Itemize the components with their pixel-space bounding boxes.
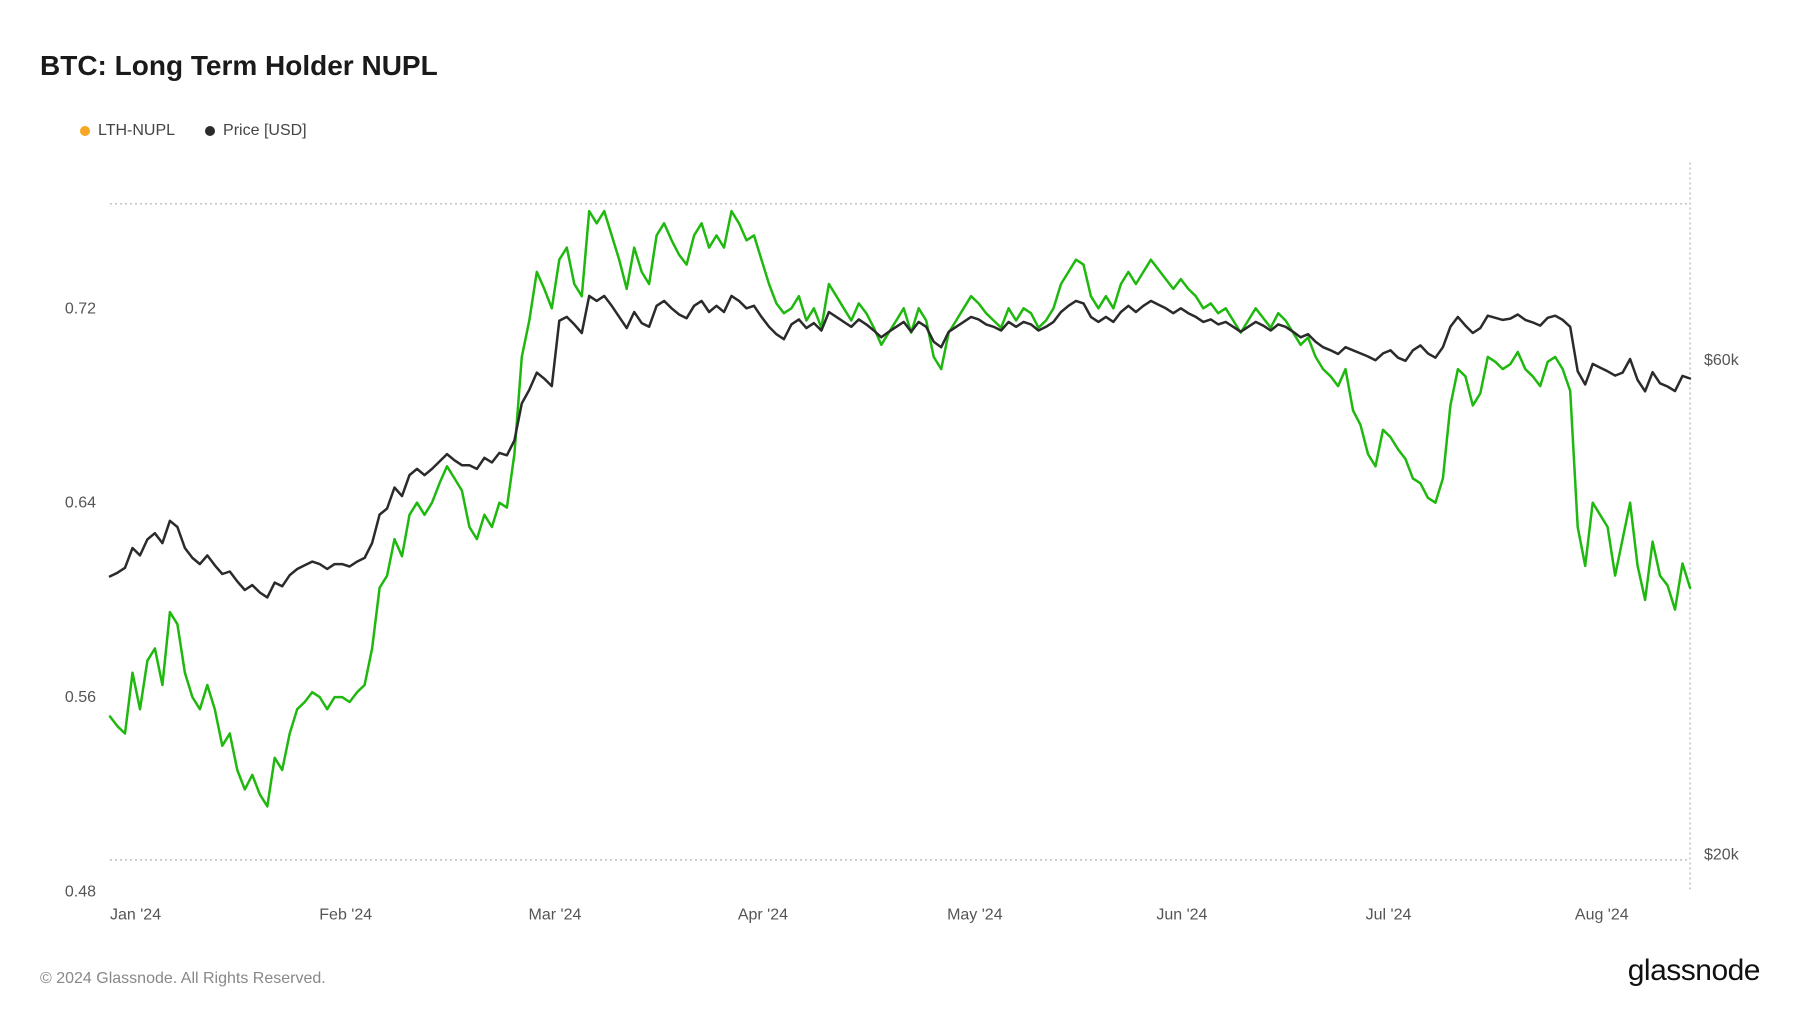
svg-text:Jul '24: Jul '24 (1366, 907, 1412, 924)
svg-text:Jan '24: Jan '24 (110, 907, 161, 924)
chart-svg: 0.48 0.56 0.64 0.72 $20k $60k Jan '24 Feb '24 Ma… (40, 150, 1760, 934)
svg-text:May '24: May '24 (947, 907, 1003, 924)
svg-text:0.48: 0.48 (65, 884, 96, 901)
svg-text:0.72: 0.72 (65, 300, 96, 317)
svg-text:Mar '24: Mar '24 (529, 907, 582, 924)
svg-text:Aug '24: Aug '24 (1575, 907, 1629, 924)
svg-text:Jun '24: Jun '24 (1156, 907, 1207, 924)
legend-dot-price (205, 126, 215, 136)
legend-dot-nupl (80, 126, 90, 136)
svg-text:0.56: 0.56 (65, 689, 96, 706)
legend-item-nupl: LTH-NUPL (80, 122, 175, 140)
chart-title: BTC: Long Term Holder NUPL (40, 50, 1760, 82)
chart-area: 0.48 0.56 0.64 0.72 $20k $60k Jan '24 Feb '24 Ma… (40, 150, 1760, 934)
legend-item-price: Price [USD] (205, 122, 307, 140)
svg-text:$20k: $20k (1704, 846, 1740, 863)
svg-text:Apr '24: Apr '24 (738, 907, 788, 924)
legend: LTH-NUPL Price [USD] (80, 122, 1760, 140)
svg-text:$60k: $60k (1704, 352, 1740, 369)
copyright-text: © 2024 Glassnode. All Rights Reserved. (40, 970, 326, 988)
svg-text:Feb '24: Feb '24 (319, 907, 372, 924)
svg-text:0.64: 0.64 (65, 495, 96, 512)
brand-logo: glassnode (1628, 954, 1760, 988)
legend-label: LTH-NUPL (98, 122, 175, 140)
legend-label: Price [USD] (223, 122, 307, 140)
